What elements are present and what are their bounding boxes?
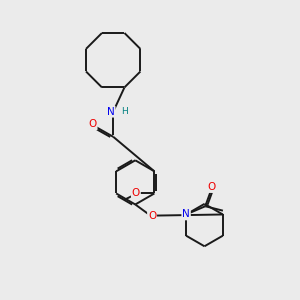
- Text: H: H: [121, 107, 128, 116]
- Text: O: O: [148, 211, 156, 221]
- Text: N: N: [107, 107, 115, 117]
- Text: N: N: [182, 209, 190, 220]
- Text: O: O: [88, 119, 97, 129]
- Text: O: O: [132, 188, 140, 198]
- Text: O: O: [207, 182, 215, 192]
